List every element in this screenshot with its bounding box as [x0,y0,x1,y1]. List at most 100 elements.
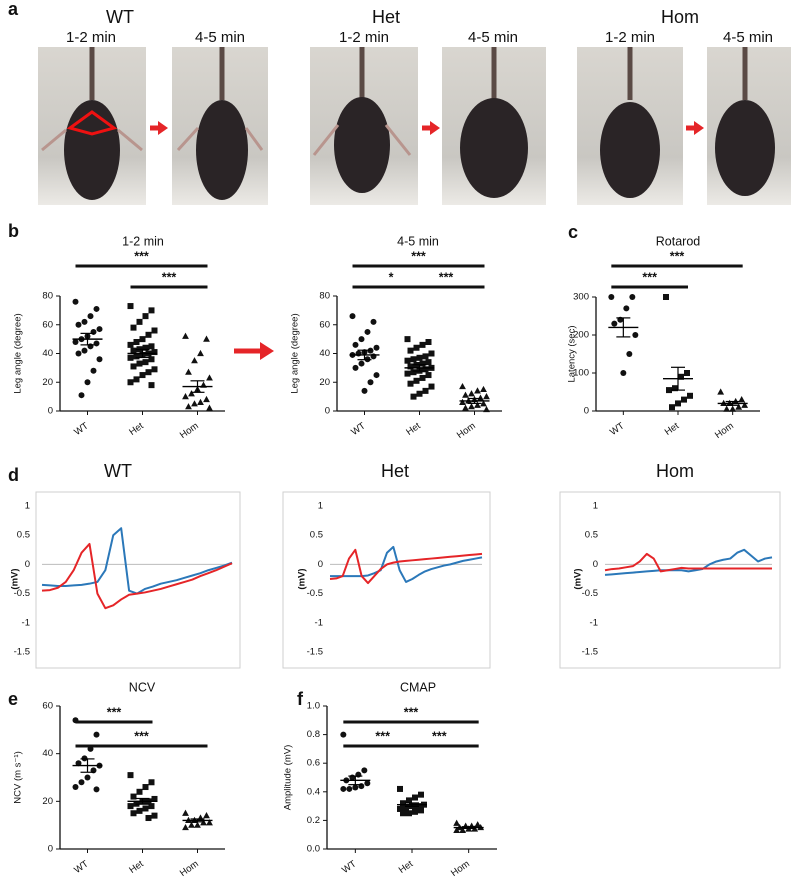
y-tick-label: 1 [25,501,30,512]
panel-letter: e [8,689,18,709]
data-point [410,369,417,376]
data-point [188,821,195,828]
data-point [93,786,100,793]
data-point [87,343,94,350]
panel-letter: a [8,0,19,19]
data-point [459,382,466,390]
data-point [416,354,423,361]
y-tick-label: 0 [48,406,53,417]
y-tick-label: 40 [42,348,53,359]
data-point [136,788,143,795]
data-point [483,405,490,413]
data-point [75,350,82,357]
data-point [611,320,618,327]
time-label: 1-2 min [66,29,116,46]
y-tick-label: 0 [318,559,323,570]
trace [41,527,233,595]
data-point [410,356,417,363]
y-axis-label: (mV) [573,568,584,589]
chart-title: CMAP [400,680,436,694]
data-point [428,383,435,390]
data-point [620,370,627,376]
data-point [349,313,356,320]
y-tick-label: 40 [319,348,330,359]
data-point [672,385,678,392]
significance-label: *** [642,270,657,284]
data-point [364,780,371,787]
data-point [142,359,149,366]
data-point [407,380,414,387]
data-point [480,400,487,407]
data-point [608,294,615,300]
data-point [412,808,418,815]
data-point [142,805,149,812]
data-point [404,370,411,377]
data-point [407,363,414,370]
time-label: 4-5 min [468,29,518,46]
data-point [669,404,675,411]
panel-letter: b [8,221,19,241]
data-point [148,779,155,786]
data-point [717,388,725,395]
data-point [468,403,475,410]
data-point [90,328,97,335]
chart-title: Hom [656,461,694,481]
data-point [139,336,146,343]
data-point [397,785,403,792]
data-point [148,356,155,363]
data-point [75,321,82,328]
data-point [400,810,406,817]
data-point [422,366,429,373]
y-tick-label: 0.5 [17,530,30,541]
data-point [90,367,97,374]
data-point [206,819,213,826]
data-point [413,344,420,351]
y-tick-label: 100 [573,368,589,379]
data-point [96,326,103,333]
data-point [130,810,137,817]
y-axis-label: Amplitude (mV) [283,745,294,810]
data-point [373,372,380,379]
significance-label: *** [134,729,149,743]
chart-title: 1-2 min [122,234,164,248]
plot-frame [559,491,781,669]
y-axis-label: Leg angle (degree) [13,313,24,393]
trace [41,542,233,610]
data-point [364,328,371,335]
data-point [93,305,100,312]
y-tick-label: 1.0 [307,701,320,712]
data-point [459,398,466,405]
data-point [723,405,731,412]
data-point [419,341,426,348]
y-axis-label: (mV) [297,568,308,589]
significance-label: *** [404,705,419,719]
data-point [403,804,409,811]
data-point [358,783,365,790]
trace [329,548,483,585]
data-point [419,360,426,367]
data-point [127,354,134,361]
data-point [361,767,368,774]
trace [330,545,483,583]
data-point [151,366,158,373]
data-point [142,313,149,320]
data-point [418,791,424,798]
y-tick-label: 0.5 [585,530,598,541]
data-point [182,393,189,400]
x-tick-label: Het [663,420,682,438]
chart-title: WT [104,461,132,481]
data-point [145,369,152,376]
x-tick-label: WT [72,858,91,876]
data-point [474,401,481,408]
data-point [72,784,79,791]
data-point [127,303,134,310]
data-point [151,349,158,356]
data-point [404,336,411,343]
data-point [203,812,210,819]
significance-label: *** [134,249,149,263]
data-point [741,401,749,408]
group-title: WT [106,7,134,27]
significance-label: *** [107,705,122,719]
data-point [425,359,432,366]
plot-frame [282,491,491,669]
